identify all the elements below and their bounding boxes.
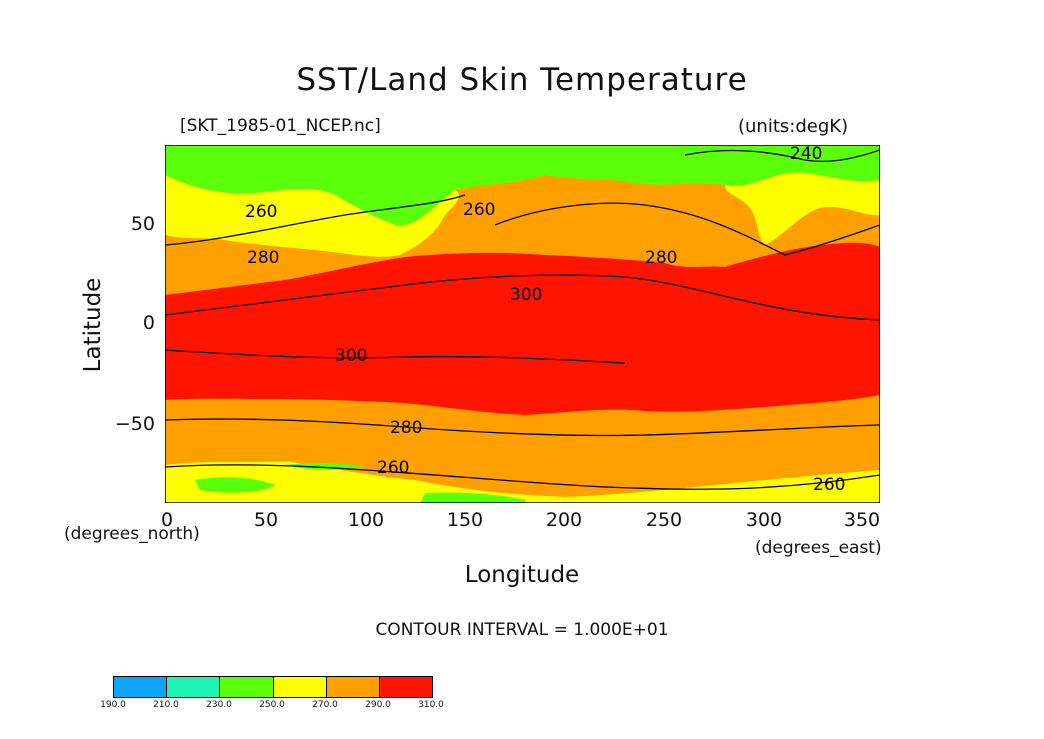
- contour-label: 280: [247, 248, 279, 268]
- x-tick-label: 150: [446, 509, 484, 531]
- y-tick-label: −50: [114, 413, 155, 435]
- colorbar-tick-label: 290.0: [365, 700, 391, 710]
- contour-lines: [165, 149, 880, 490]
- y-tick-label: 0: [142, 312, 155, 334]
- colorbar-tick-label: 190.0: [100, 700, 126, 710]
- band-south-yellow: [165, 461, 880, 503]
- colorbar-segment: [220, 677, 274, 697]
- colorbar-tick-label: 310.0: [418, 700, 444, 710]
- band-north-yellow: [165, 172, 880, 257]
- y-tick-label: 50: [130, 213, 155, 235]
- x-tick-label: 350: [843, 509, 881, 531]
- colorbar-tick-label: 250.0: [259, 700, 285, 710]
- x-tick-label: 250: [645, 509, 683, 531]
- colorbar-segment: [326, 677, 380, 697]
- x-tick-label: 0: [160, 509, 174, 531]
- contour-label: 240: [790, 145, 822, 164]
- colorbar-tick-label: 270.0: [312, 700, 338, 710]
- colorbar-tick-label: 230.0: [206, 700, 232, 710]
- x-tick-label: 100: [347, 509, 385, 531]
- contour-label: 260: [245, 202, 277, 222]
- file-label: [SKT_1985-01_NCEP.nc]: [180, 116, 381, 136]
- units-label: (units:degK): [738, 116, 849, 137]
- x-axis-label: Longitude: [464, 562, 580, 588]
- colorbar-segment: [114, 677, 168, 697]
- contour-label: 280: [645, 248, 677, 268]
- colorbar-tick-label: 210.0: [153, 700, 179, 710]
- colorbar: [113, 676, 433, 698]
- band-tropical-red: [165, 242, 880, 415]
- band-arctic-green: [165, 145, 880, 226]
- x-tick-label: 300: [745, 509, 783, 531]
- contour-label: 260: [463, 200, 495, 220]
- colorbar-segment: [379, 677, 433, 697]
- colorbar-segment: [273, 677, 327, 697]
- temperature-map: 240 260 260 280 280 300 300 280 260 260: [165, 145, 880, 503]
- contour-label: 280: [390, 418, 422, 438]
- contour-interval: CONTOUR INTERVAL = 1.000E+01: [375, 620, 669, 640]
- map-title: SST/Land Skin Temperature: [296, 62, 748, 98]
- x-tick-label: 200: [545, 509, 583, 531]
- colorbar-segment: [167, 677, 221, 697]
- contour-label: 300: [335, 346, 367, 366]
- contour-label: 300: [510, 285, 542, 305]
- contour-label: 260: [813, 475, 845, 495]
- contour-label: 260: [377, 458, 409, 478]
- y-unit-label: (degrees_north): [64, 524, 200, 544]
- y-axis-label: Latitude: [80, 277, 106, 373]
- x-tick-label: 50: [253, 509, 279, 531]
- x-unit-label: (degrees_east): [755, 538, 882, 558]
- band-antarctic-green: [195, 462, 525, 503]
